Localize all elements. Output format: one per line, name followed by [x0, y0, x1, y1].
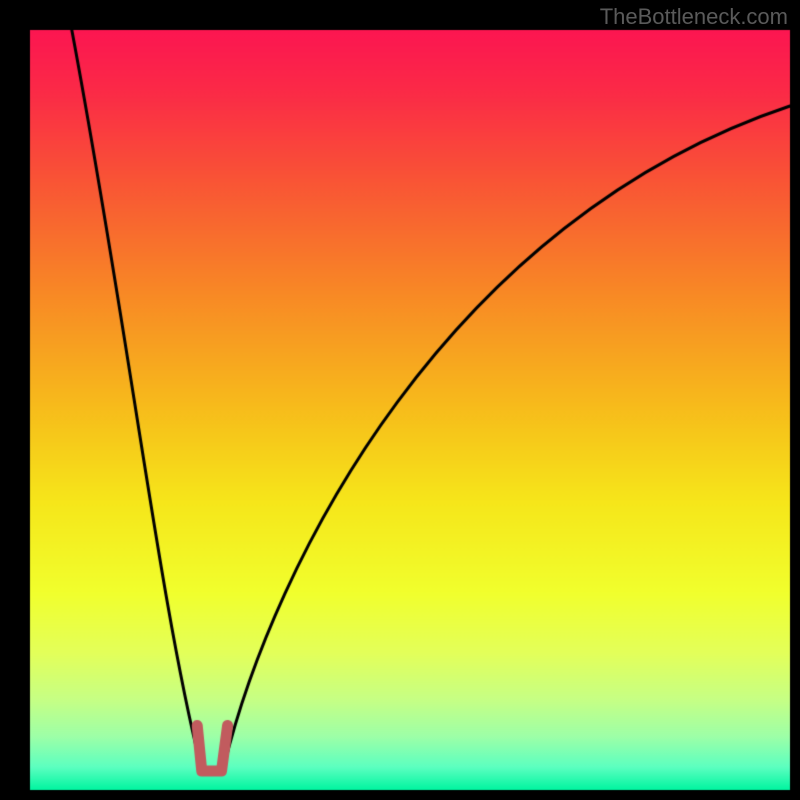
bottleneck-chart-canvas: [0, 0, 800, 800]
chart-container: TheBottleneck.com: [0, 0, 800, 800]
